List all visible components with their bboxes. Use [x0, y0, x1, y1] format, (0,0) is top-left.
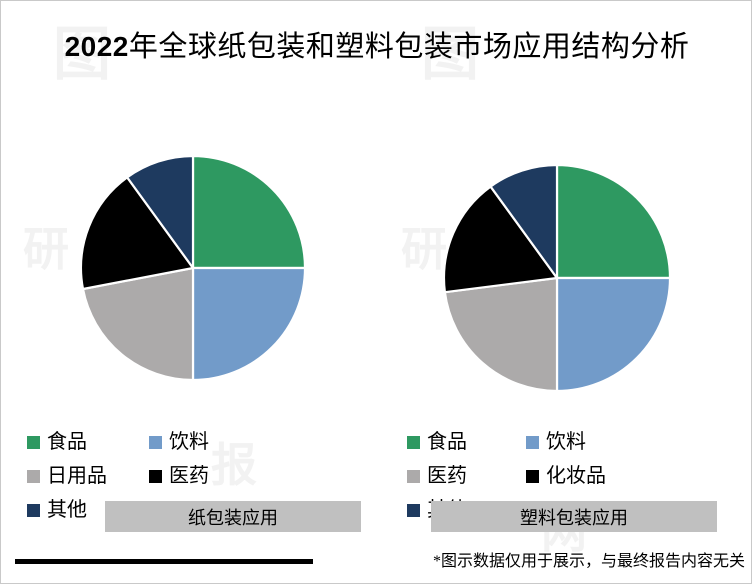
footer-note: *图示数据仅用于展示，与最终报告内容无关	[432, 553, 745, 570]
legend-swatch-icon	[27, 503, 40, 517]
legend-item[interactable]: 化妆品	[526, 459, 645, 493]
legend-label: 饮料	[169, 431, 209, 453]
caption-plastic-packaging: 塑料包装应用	[431, 501, 717, 532]
legend-item[interactable]: 饮料	[526, 425, 645, 459]
legend-item[interactable]: 食品	[27, 425, 149, 459]
caption-label: 塑料包装应用	[520, 507, 628, 528]
legend-item[interactable]: 饮料	[149, 425, 271, 459]
pie-paper	[79, 154, 307, 382]
legend-paper-packaging: 食品 饮料日用品 医药其他	[27, 425, 379, 527]
legend-swatch-icon	[407, 435, 420, 449]
legend-label: 饮料	[546, 431, 586, 453]
legend-swatch-icon	[27, 435, 40, 449]
pie-plastic	[442, 163, 672, 393]
legend-item[interactable]: 医药	[407, 459, 526, 493]
figure-footer: *图示数据仅用于展示，与最终报告内容无关	[1, 544, 751, 578]
legend-item[interactable]: 其他	[27, 493, 149, 527]
legend-swatch-icon	[149, 469, 162, 483]
pie-slice	[126, 154, 195, 270]
legend-label: 食品	[47, 431, 87, 453]
legend-item[interactable]: 医药	[149, 459, 271, 493]
legend-label: 医药	[427, 465, 467, 487]
footer-rule	[15, 559, 313, 564]
legend-swatch-icon	[526, 469, 539, 483]
pie-slice	[555, 276, 672, 393]
legend-item[interactable]: 食品	[407, 425, 526, 459]
pie-slice	[442, 185, 559, 294]
legend-label: 日用品	[47, 465, 107, 487]
pie-slice	[489, 163, 559, 280]
pie-slice	[191, 266, 307, 382]
legend-item[interactable]: 日用品	[27, 459, 149, 493]
pie-slice	[443, 276, 559, 393]
page-title: 2022年全球纸包装和塑料包装市场应用结构分析	[1, 25, 751, 69]
legend-swatch-icon	[526, 435, 539, 449]
pie-slice	[555, 163, 672, 280]
legend-label: 医药	[169, 465, 209, 487]
title-year: 2022	[64, 31, 129, 62]
caption-paper-packaging: 纸包装应用	[105, 501, 361, 532]
legend-swatch-icon	[407, 503, 420, 517]
legend-swatch-icon	[407, 469, 420, 483]
pie-slice	[81, 266, 195, 382]
legend-label: 食品	[427, 431, 467, 453]
legend-swatch-icon	[27, 469, 40, 483]
legend-swatch-icon	[149, 435, 162, 449]
title-text: 年全球纸包装和塑料包装市场应用结构分析	[128, 31, 690, 63]
legend-label: 其他	[47, 499, 87, 521]
legend-label: 化妆品	[546, 465, 606, 487]
caption-label: 纸包装应用	[188, 507, 278, 528]
pie-slice	[191, 154, 307, 270]
pie-slice	[79, 176, 195, 291]
